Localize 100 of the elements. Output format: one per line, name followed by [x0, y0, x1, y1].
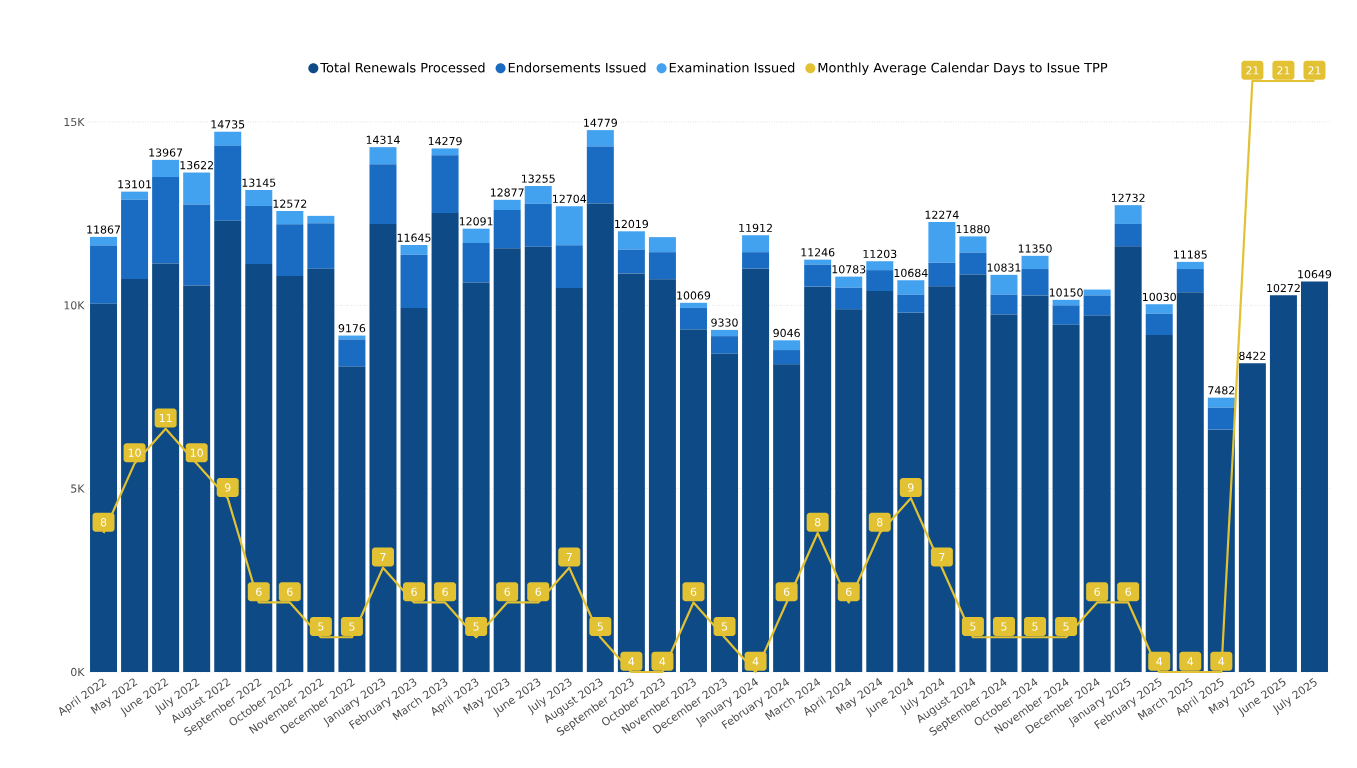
- data-label: 5: [1001, 622, 1007, 631]
- total-label: 10272: [1267, 283, 1300, 293]
- total-label: 12091: [459, 217, 493, 226]
- data-label: 6: [256, 587, 262, 596]
- bar: [835, 276, 863, 288]
- bar: [742, 235, 770, 253]
- bar: [804, 264, 832, 287]
- total-label: 10684: [894, 268, 928, 278]
- bar: [1114, 223, 1142, 247]
- data-label: 4: [1156, 657, 1163, 666]
- bar: [959, 236, 987, 253]
- data-label: 6: [690, 587, 697, 596]
- bar: [586, 146, 614, 204]
- bar: [773, 364, 801, 672]
- bar: [1207, 407, 1235, 430]
- bar: [679, 307, 707, 330]
- data-label: 5: [1063, 622, 1069, 631]
- total-label: 11185: [1174, 250, 1207, 259]
- bar: [773, 340, 801, 351]
- bar: [928, 286, 956, 672]
- total-label: 10831: [987, 263, 1021, 272]
- bar: [835, 309, 863, 672]
- data-label: 6: [287, 587, 293, 596]
- legend-label: Total Renewals Processed: [320, 62, 485, 73]
- bar: [586, 203, 614, 672]
- bar: [711, 336, 739, 354]
- bar: [555, 288, 583, 672]
- bar: [431, 155, 459, 213]
- total-label: 13255: [522, 174, 555, 183]
- data-label: 21: [1277, 66, 1290, 75]
- bar: [276, 276, 304, 672]
- total-label: 10069: [677, 291, 711, 300]
- total-label: 14279: [428, 136, 462, 146]
- bar: [1052, 324, 1080, 672]
- bar: [1021, 255, 1049, 270]
- bar: [959, 274, 987, 672]
- bar: [555, 245, 583, 289]
- data-label: 7: [939, 553, 945, 561]
- bar: [431, 212, 459, 672]
- bar: [679, 329, 707, 672]
- bar: [524, 185, 552, 204]
- bar: [307, 223, 335, 269]
- total-label: 10150: [1049, 288, 1083, 297]
- total-label: 13145: [242, 178, 276, 187]
- bar: [897, 280, 925, 295]
- total-label: 14779: [584, 118, 617, 127]
- total-label: 10783: [832, 265, 866, 274]
- bar: [493, 199, 521, 210]
- data-label: 8: [877, 518, 883, 527]
- bar: [897, 294, 925, 313]
- data-label: 9: [908, 483, 914, 492]
- y-tick-label: 15K: [64, 117, 85, 127]
- bar: [369, 147, 397, 165]
- bar: [276, 211, 304, 225]
- bar: [804, 259, 832, 265]
- data-label: 9: [224, 483, 231, 492]
- total-label: 9176: [338, 324, 366, 333]
- bar: [928, 262, 956, 287]
- bar: [1176, 269, 1204, 293]
- bar: [90, 236, 118, 246]
- bar: [214, 131, 242, 146]
- bar: [307, 268, 335, 672]
- data-label: 5: [721, 622, 728, 631]
- data-label: 4: [628, 657, 635, 666]
- total-label: 12019: [615, 219, 649, 229]
- total-label: 11880: [956, 224, 990, 234]
- bar: [990, 294, 1018, 315]
- bar: [152, 177, 180, 264]
- total-label: 11912: [739, 223, 772, 233]
- bar: [1145, 313, 1173, 336]
- data-label: 6: [411, 587, 417, 596]
- total-label: 9330: [711, 318, 738, 327]
- bar: [959, 252, 987, 275]
- y-tick-label: 0K: [71, 667, 85, 677]
- total-label: 11203: [863, 249, 897, 259]
- total-label: 10030: [1143, 292, 1176, 302]
- bar: [1052, 299, 1080, 306]
- bar: [742, 268, 770, 672]
- legend-label: Monthly Average Calendar Days to Issue TPP: [818, 62, 1108, 75]
- total-label: 14314: [366, 135, 400, 144]
- bar: [90, 245, 118, 304]
- data-label: 4: [752, 657, 759, 666]
- total-label: 13622: [180, 161, 213, 170]
- bar: [1021, 269, 1049, 296]
- total-label: 12877: [490, 188, 524, 197]
- bar: [648, 279, 676, 672]
- bar: [1300, 281, 1328, 672]
- bar: [804, 286, 832, 672]
- data-label: 7: [566, 553, 572, 561]
- bar: [1021, 295, 1049, 672]
- total-label: 12704: [553, 194, 587, 203]
- bar: [524, 246, 552, 672]
- data-label: 6: [1125, 587, 1131, 596]
- bar: [493, 248, 521, 672]
- bar: [338, 339, 366, 367]
- data-label: 5: [318, 622, 324, 631]
- total-label: 11867: [87, 225, 121, 234]
- data-label: 21: [1246, 66, 1259, 75]
- bar: [617, 249, 645, 274]
- data-label: 21: [1308, 66, 1321, 75]
